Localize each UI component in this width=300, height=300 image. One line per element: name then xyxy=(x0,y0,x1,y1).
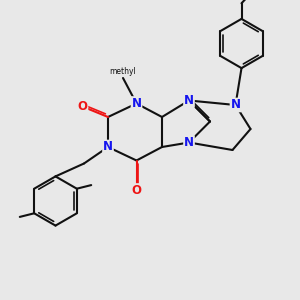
Text: N: N xyxy=(184,136,194,149)
Text: N: N xyxy=(131,97,142,110)
Text: O: O xyxy=(131,184,142,197)
Text: O: O xyxy=(77,100,88,113)
Text: N: N xyxy=(103,140,113,154)
Text: N: N xyxy=(230,98,241,112)
Text: N: N xyxy=(184,94,194,107)
Text: methyl: methyl xyxy=(110,67,136,76)
